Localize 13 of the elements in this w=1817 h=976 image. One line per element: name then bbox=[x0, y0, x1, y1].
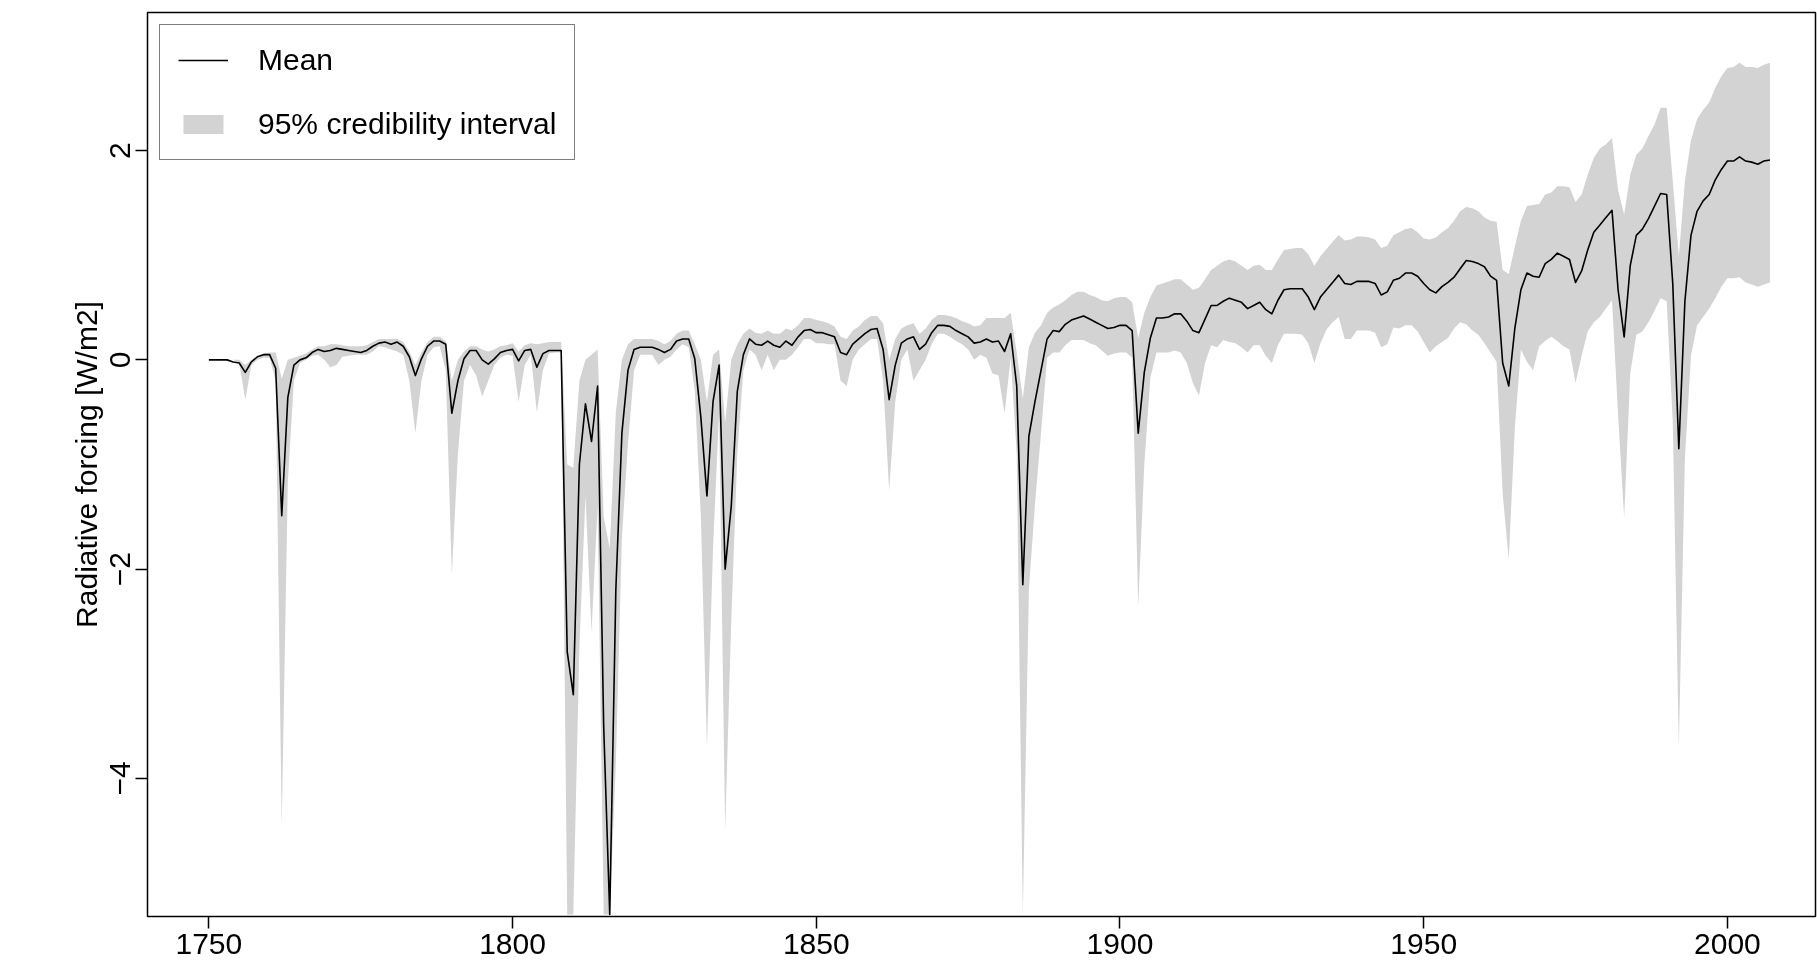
x-tick-label: 1800 bbox=[479, 926, 546, 960]
y-axis-title: Radiative forcing [W/m2] bbox=[69, 301, 103, 628]
y-tick-label: −4 bbox=[103, 761, 137, 796]
y-tick-label: 0 bbox=[103, 351, 137, 369]
x-tick-label: 1750 bbox=[175, 926, 243, 960]
legend-label: Mean bbox=[258, 43, 334, 77]
legend-label: 95% credibility interval bbox=[258, 107, 557, 141]
x-tick-label: 1950 bbox=[1390, 926, 1458, 960]
x-tick-label: 1900 bbox=[1086, 926, 1154, 960]
x-tick-label: 2000 bbox=[1694, 926, 1761, 960]
y-tick-label: −2 bbox=[103, 552, 137, 587]
y-tick-label: 2 bbox=[103, 142, 137, 159]
x-tick-label: 1850 bbox=[782, 926, 850, 960]
